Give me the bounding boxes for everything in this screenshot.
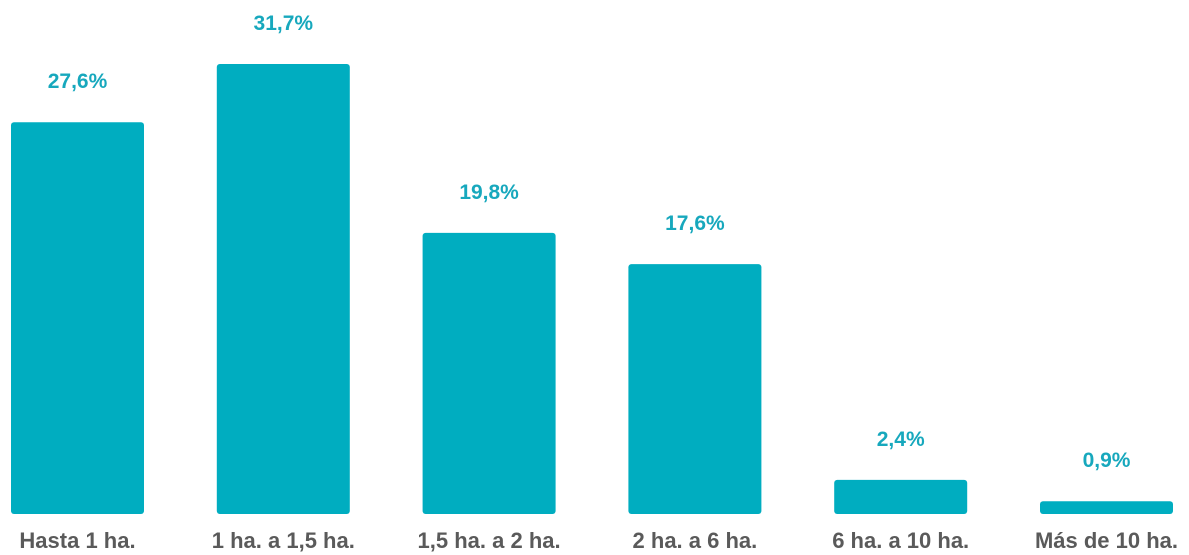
category-label-4: 2 ha. a 6 ha. bbox=[633, 528, 758, 553]
bar-3 bbox=[422, 232, 556, 515]
bar-6 bbox=[1040, 501, 1173, 514]
category-label-1: Hasta 1 ha. bbox=[19, 528, 135, 553]
value-labels-group: 27,6% 31,7% 19,8% 17,6% 2,4% 0,9% bbox=[46, 10, 1133, 474]
value-label-2: 31,7% bbox=[254, 12, 314, 35]
bar-2 bbox=[216, 64, 350, 514]
bar-5 bbox=[834, 479, 968, 514]
category-label-3: 1,5 ha. a 2 ha. bbox=[418, 528, 561, 553]
bar-1 bbox=[11, 122, 144, 514]
value-label-3: 19,8% bbox=[459, 181, 519, 204]
category-label-2: 1 ha. a 1,5 ha. bbox=[212, 528, 355, 553]
value-label-1: 27,6% bbox=[48, 70, 108, 93]
category-label-6: Más de 10 ha. bbox=[1035, 528, 1178, 553]
category-label-5: 6 ha. a 10 ha. bbox=[832, 528, 969, 553]
value-label-4: 17,6% bbox=[665, 212, 725, 235]
value-label-6: 0,9% bbox=[1083, 449, 1131, 472]
value-label-5: 2,4% bbox=[877, 428, 925, 451]
bars-group bbox=[11, 64, 1173, 515]
bar-4 bbox=[628, 264, 762, 514]
category-labels-group: Hasta 1 ha. 1 ha. a 1,5 ha. 1,5 ha. a 2 ha… bbox=[19, 528, 1178, 553]
